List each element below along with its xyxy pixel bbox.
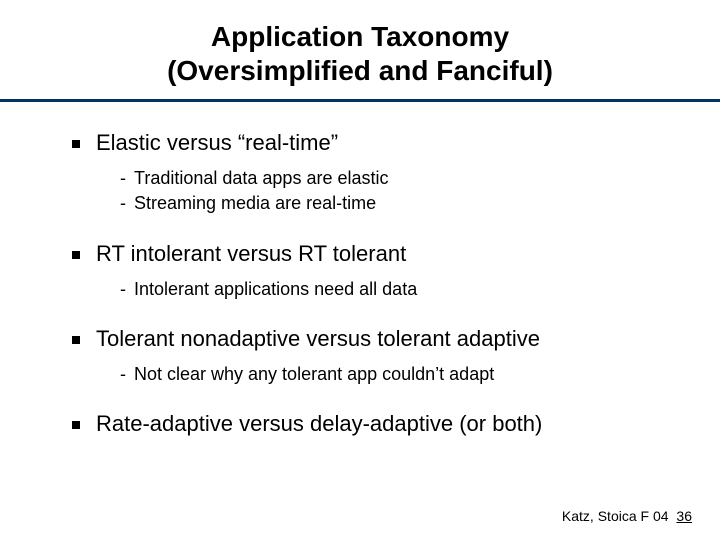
bullet-list: Elastic versus “real-time” - Traditional… xyxy=(40,130,680,437)
sub-bullet: - Streaming media are real-time xyxy=(120,191,680,216)
square-bullet-icon xyxy=(72,421,80,429)
bullet-2: RT intolerant versus RT tolerant xyxy=(72,241,680,267)
square-bullet-icon xyxy=(72,140,80,148)
bullet-4: Rate-adaptive versus delay-adaptive (or … xyxy=(72,411,680,437)
dash-icon: - xyxy=(120,166,126,191)
slide-footer: Katz, Stoica F 04 36 xyxy=(562,508,692,524)
sub-bullet-text: Intolerant applications need all data xyxy=(134,277,417,302)
title-line-2: (Oversimplified and Fanciful) xyxy=(167,55,553,86)
sub-bullet-text: Traditional data apps are elastic xyxy=(134,166,388,191)
sub-bullet: - Traditional data apps are elastic xyxy=(120,166,680,191)
dash-icon: - xyxy=(120,277,126,302)
slide-title: Application Taxonomy (Oversimplified and… xyxy=(40,20,680,87)
bullet-1: Elastic versus “real-time” xyxy=(72,130,680,156)
footer-credit: Katz, Stoica F 04 xyxy=(562,508,669,524)
bullet-3-text: Tolerant nonadaptive versus tolerant ada… xyxy=(96,326,540,352)
sub-bullet-text: Streaming media are real-time xyxy=(134,191,376,216)
title-line-1: Application Taxonomy xyxy=(211,21,509,52)
bullet-4-text: Rate-adaptive versus delay-adaptive (or … xyxy=(96,411,542,437)
footer-page-number: 36 xyxy=(676,508,692,524)
title-rule xyxy=(0,99,720,102)
bullet-1-sub: - Traditional data apps are elastic - St… xyxy=(120,166,680,216)
bullet-2-text: RT intolerant versus RT tolerant xyxy=(96,241,406,267)
sub-bullet-text: Not clear why any tolerant app couldn’t … xyxy=(134,362,494,387)
sub-bullet: - Not clear why any tolerant app couldn’… xyxy=(120,362,680,387)
square-bullet-icon xyxy=(72,251,80,259)
slide: Application Taxonomy (Oversimplified and… xyxy=(0,0,720,540)
square-bullet-icon xyxy=(72,336,80,344)
bullet-1-text: Elastic versus “real-time” xyxy=(96,130,338,156)
bullet-3: Tolerant nonadaptive versus tolerant ada… xyxy=(72,326,680,352)
bullet-2-sub: - Intolerant applications need all data xyxy=(120,277,680,302)
sub-bullet: - Intolerant applications need all data xyxy=(120,277,680,302)
dash-icon: - xyxy=(120,191,126,216)
dash-icon: - xyxy=(120,362,126,387)
bullet-3-sub: - Not clear why any tolerant app couldn’… xyxy=(120,362,680,387)
